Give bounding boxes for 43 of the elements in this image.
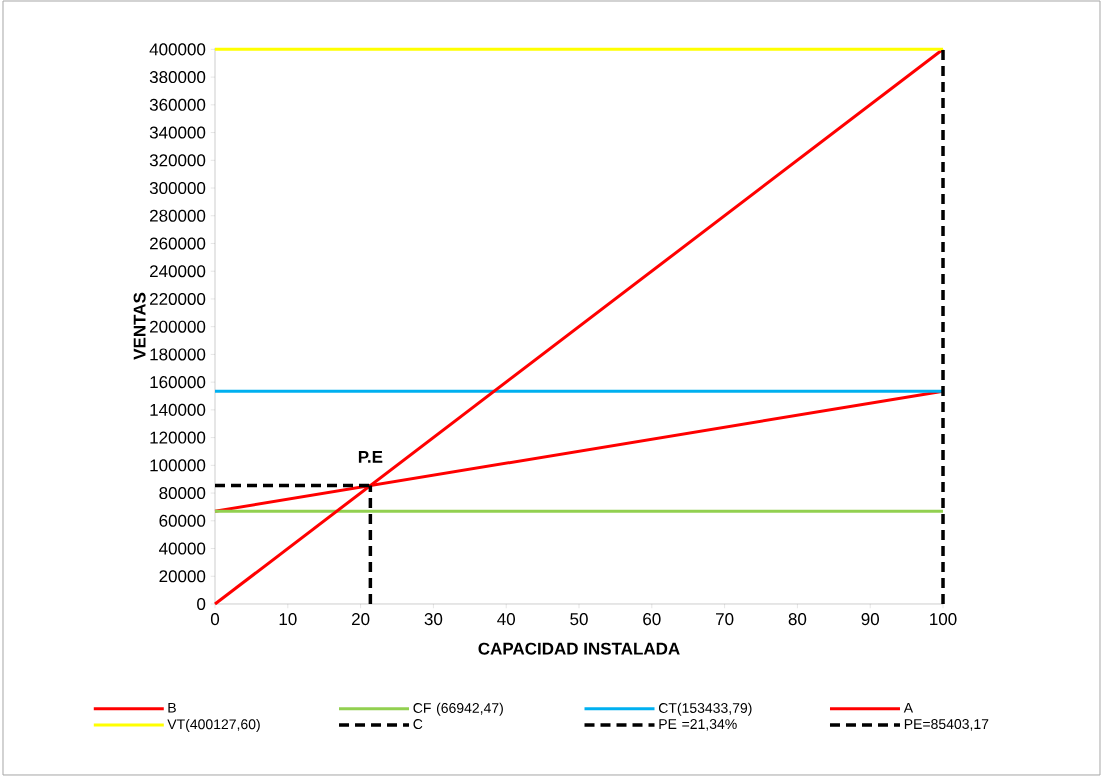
x-tick-label: 30 (424, 613, 443, 626)
x-tick-label: 50 (570, 613, 588, 626)
y-tick-label: 20000 (159, 570, 206, 583)
y-tick-label: 80000 (159, 487, 206, 500)
legend-label: PE =21,34% (659, 719, 737, 731)
x-tick-label: 90 (861, 613, 880, 626)
y-tick-label: 60000 (159, 514, 206, 527)
y-tick-label: 140000 (150, 403, 206, 416)
y-tick-label: 340000 (149, 126, 206, 139)
x-tick-label: 10 (279, 613, 297, 626)
x-tick-label: 70 (716, 613, 734, 626)
legend-label: C (413, 719, 423, 730)
y-tick-label: 240000 (150, 265, 206, 278)
y-axis-title: VENTAS (133, 292, 146, 360)
x-tick-label: 40 (497, 613, 515, 626)
y-tick-label: 280000 (150, 209, 206, 222)
y-tick-label: 180000 (150, 348, 206, 361)
x-axis-title: CAPACIDAD INSTALADA (478, 642, 680, 655)
y-tick-label: 260000 (150, 237, 206, 250)
y-tick-label: 320000 (149, 154, 206, 167)
legend-label: VT(400127,60) (167, 718, 260, 732)
y-tick-label: 0 (197, 597, 206, 611)
legend-label: PE=85403,17 (904, 719, 989, 731)
x-tick-label: 20 (352, 613, 370, 626)
annotation: P.E (358, 451, 383, 463)
legend-label: CT(153433,79) (658, 702, 752, 716)
x-tick-label: 100 (930, 613, 957, 626)
y-tick-label: 360000 (149, 98, 206, 111)
legend-label: A (903, 702, 914, 713)
y-tick-label: 160000 (150, 376, 206, 389)
y-tick-label: 220000 (150, 292, 206, 305)
x-tick-label: 60 (643, 613, 661, 626)
x-tick-label: 80 (788, 613, 807, 626)
y-tick-label: 200000 (150, 320, 206, 333)
legend-label: B (168, 702, 176, 713)
y-tick-label: 100000 (150, 459, 206, 472)
y-tick-label: 300000 (149, 182, 206, 195)
legend-label: CF (66942,47) (413, 702, 503, 716)
y-tick-label: 380000 (149, 71, 206, 84)
y-tick-label: 120000 (150, 431, 206, 444)
y-tick-label: 40000 (159, 542, 206, 555)
x-tick-label: 0 (210, 613, 220, 626)
y-tick-label: 400000 (149, 43, 206, 56)
